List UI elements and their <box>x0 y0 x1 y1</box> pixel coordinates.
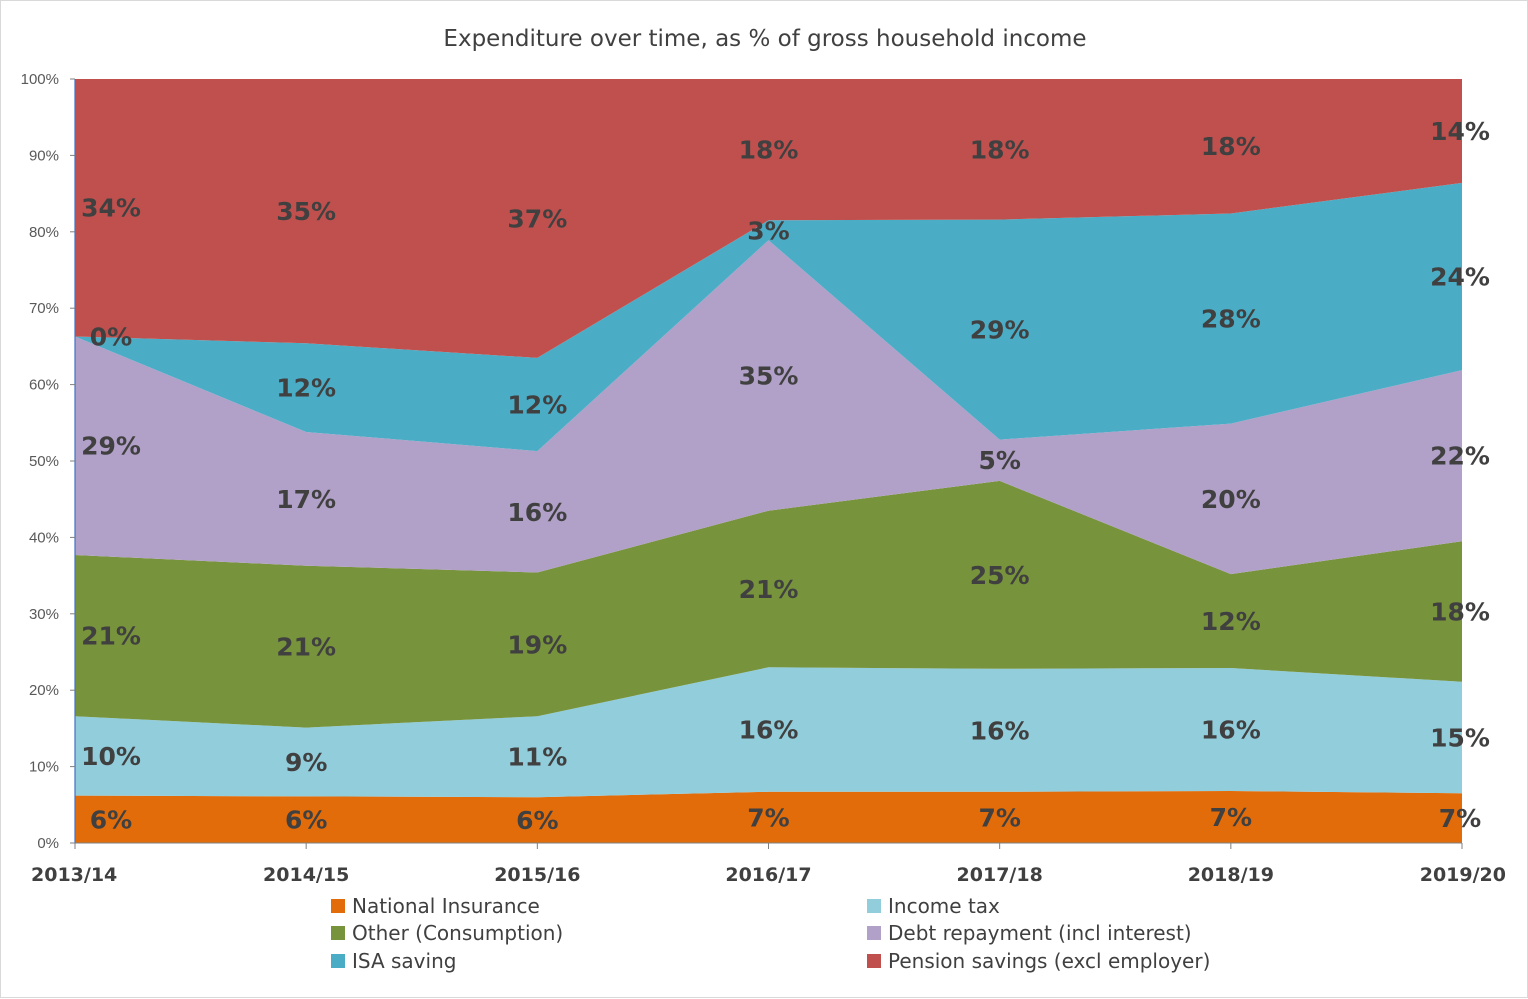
area-national-insurance <box>75 791 1462 843</box>
x-tick-label: 2017/18 <box>957 864 1043 886</box>
data-label: 16% <box>1201 716 1261 745</box>
data-label: 18% <box>1430 598 1490 627</box>
x-tick-label: 2019/20 <box>1420 864 1506 886</box>
data-label: 15% <box>1430 724 1490 753</box>
data-label: 17% <box>276 485 336 514</box>
y-tick-label: 80% <box>29 224 59 241</box>
data-label: 12% <box>276 374 336 403</box>
data-label: 16% <box>739 716 799 745</box>
areas-layer <box>75 79 1462 843</box>
data-label: 22% <box>1430 442 1490 471</box>
legend-label: Debt repayment (incl interest) <box>888 921 1192 945</box>
data-label: 29% <box>970 316 1030 345</box>
x-tick-label: 2014/15 <box>263 864 349 886</box>
area-pension-savings-excl-employer <box>75 79 1462 358</box>
legend-item-pension-savings-excl-employer: Pension savings (excl employer) <box>867 949 1210 973</box>
data-label: 37% <box>507 204 567 233</box>
data-label: 7% <box>747 803 789 832</box>
data-label: 18% <box>739 136 799 165</box>
data-label: 21% <box>81 622 141 651</box>
data-label: 14% <box>1430 117 1490 146</box>
legend: National Insurance Income tax Other (Consu… <box>331 894 1210 973</box>
y-tick-label: 70% <box>29 300 59 317</box>
legend-label: Income tax <box>888 894 1000 918</box>
data-label: 9% <box>285 748 327 777</box>
legend-swatch <box>867 954 881 968</box>
data-label: 19% <box>507 630 567 659</box>
legend-label: National Insurance <box>352 894 540 918</box>
data-label: 7% <box>1210 803 1252 832</box>
data-label: 16% <box>507 498 567 527</box>
data-label: 35% <box>739 361 799 390</box>
legend-swatch <box>867 899 881 913</box>
y-tick-label: 60% <box>29 377 59 394</box>
legend-item-national-insurance: National Insurance <box>331 894 540 918</box>
data-label: 18% <box>1201 132 1261 161</box>
legend-label: Pension savings (excl employer) <box>888 949 1210 973</box>
legend-item-debt-repayment-incl-interest: Debt repayment (incl interest) <box>867 921 1192 945</box>
data-label: 20% <box>1201 485 1261 514</box>
y-tick-label: 20% <box>29 682 59 699</box>
data-label: 21% <box>276 633 336 662</box>
data-label: 16% <box>970 716 1030 745</box>
legend-swatch <box>867 926 881 940</box>
data-label: 34% <box>81 194 141 223</box>
legend-swatch <box>331 926 345 940</box>
x-tick-label: 2013/14 <box>31 864 117 886</box>
data-label: 6% <box>90 805 132 834</box>
data-label: 11% <box>507 743 567 772</box>
legend-label: Other (Consumption) <box>352 921 563 945</box>
axes-layer: 0% 10% 20% 30% 40% 50% 60% 70% 80% 90% 100% 2013/14… <box>21 71 1506 886</box>
data-label: 0% <box>90 322 132 351</box>
y-tick-label: 10% <box>29 759 59 776</box>
data-label: 12% <box>507 390 567 419</box>
data-label: 25% <box>970 561 1030 590</box>
y-tick-label: 0% <box>37 835 59 852</box>
x-tick-label: 2016/17 <box>725 864 811 886</box>
data-label: 18% <box>970 135 1030 164</box>
data-label: 28% <box>1201 305 1261 334</box>
data-labels-layer: 6% 6% 6% 7% 7% 7% 7% 10% 9% 11% 16% 16% 16% 15% 21% 21%… <box>81 117 1490 835</box>
area-income-tax <box>75 667 1462 798</box>
legend-swatch <box>331 899 345 913</box>
data-label: 10% <box>81 742 141 771</box>
data-label: 21% <box>739 575 799 604</box>
data-label: 3% <box>747 216 789 245</box>
area-debt-repayment-incl-interest <box>75 240 1462 575</box>
data-label: 6% <box>516 806 558 835</box>
area-other-consumption <box>75 480 1462 728</box>
data-label: 29% <box>81 432 141 461</box>
x-tick-label: 2018/19 <box>1188 864 1274 886</box>
x-tick-label: 2015/16 <box>494 864 580 886</box>
area-isa-saving <box>75 182 1462 452</box>
y-tick-label: 90% <box>29 147 59 164</box>
data-label: 7% <box>1439 804 1481 833</box>
data-label: 12% <box>1201 607 1261 636</box>
data-label: 7% <box>978 803 1020 832</box>
y-tick-label: 40% <box>29 529 59 546</box>
legend-swatch <box>331 954 345 968</box>
data-label: 35% <box>276 197 336 226</box>
data-label: 5% <box>978 446 1020 475</box>
legend-item-other-consumption: Other (Consumption) <box>331 921 563 945</box>
legend-item-isa-saving: ISA saving <box>331 949 456 973</box>
y-tick-label: 50% <box>29 453 59 470</box>
y-tick-label: 100% <box>21 71 59 88</box>
legend-label: ISA saving <box>352 949 456 973</box>
data-label: 24% <box>1430 262 1490 291</box>
legend-item-income-tax: Income tax <box>867 894 1000 918</box>
data-label: 6% <box>285 806 327 835</box>
chart-title: Expenditure over time, as % of gross hou… <box>443 26 1086 52</box>
y-tick-label: 30% <box>29 606 59 623</box>
